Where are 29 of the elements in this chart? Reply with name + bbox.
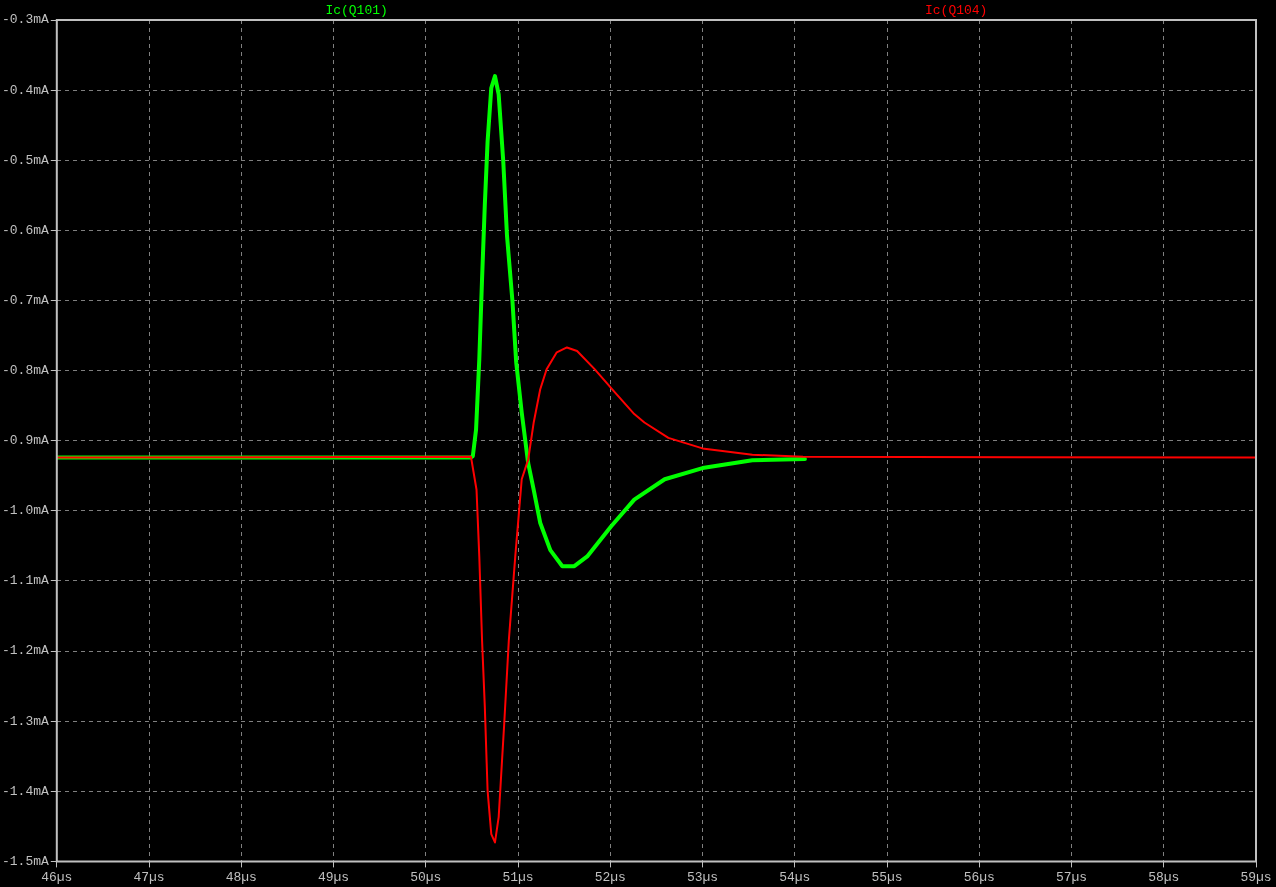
x-tick-label: 53µs [686, 869, 719, 885]
y-tick-label: -1.1mA [2, 573, 49, 589]
x-tick-label: 57µs [1055, 869, 1088, 885]
x-tick-label: 55µs [871, 869, 903, 885]
y-tick-label: -0.6mA [2, 222, 49, 238]
y-tick-label: -0.5mA [2, 152, 49, 168]
text: Ic(Q104) [924, 2, 988, 18]
y-tick-label: -1.4mA [2, 783, 49, 799]
x-tick-label: 51µs [502, 869, 534, 885]
x-tick-label: 48µs [225, 869, 257, 885]
x-tick-label: 49µs [317, 869, 350, 885]
x-tick-label: 54µs [779, 869, 811, 885]
y-tick-label: -0.9mA [2, 433, 49, 449]
x-tick-label: 46µs [41, 869, 73, 885]
y-tick-label: -1.0mA [2, 503, 49, 519]
y-tick-label: -0.4mA [2, 82, 49, 98]
x-tick-label: 56µs [963, 869, 995, 885]
x-tick-label: 52µs [594, 869, 626, 885]
text: Ic(Q101) [325, 2, 388, 18]
x-tick-label: 59µs [1240, 869, 1272, 885]
y-tick-label: -1.5mA [2, 853, 49, 869]
y-tick-label: -1.3mA [2, 713, 49, 729]
y-tick-label: -0.3mA [2, 12, 49, 28]
y-tick-label: -1.2mA [2, 643, 49, 659]
x-tick-label: 47µs [133, 869, 165, 885]
y-tick-label: -0.7mA [2, 292, 49, 308]
x-tick-label: 58µs [1148, 869, 1180, 885]
y-tick-label: -0.8mA [2, 363, 49, 379]
x-tick-label: 50µs [410, 869, 442, 885]
